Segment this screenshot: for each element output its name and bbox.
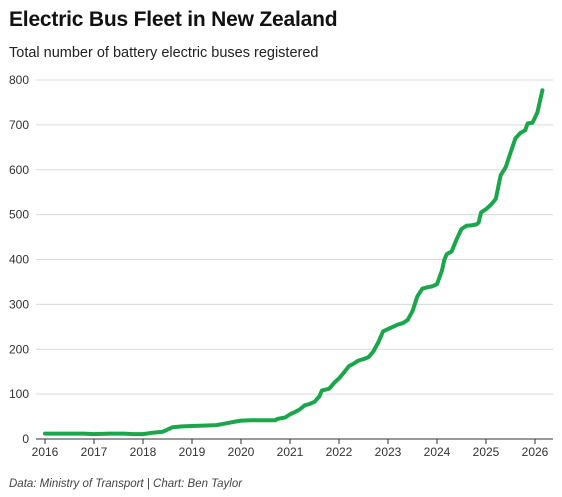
x-tick-label: 2023 <box>375 445 402 459</box>
chart-title: Electric Bus Fleet in New Zealand <box>9 8 338 31</box>
x-tick-label: 2017 <box>81 445 108 459</box>
series-line <box>43 88 545 437</box>
y-tick-label: 400 <box>9 253 29 267</box>
x-axis <box>36 438 553 444</box>
chart-source: Data: Ministry of Transport | Chart: Ben… <box>9 478 243 490</box>
series <box>43 88 545 437</box>
x-tick-label: 2019 <box>179 445 206 459</box>
x-tick-label: 2026 <box>522 445 549 459</box>
chart-subtitle: Total number of battery electric buses r… <box>9 45 319 61</box>
y-tick-label: 300 <box>9 297 29 311</box>
x-tick-label: 2024 <box>424 445 451 459</box>
x-tick-label: 2016 <box>32 445 59 459</box>
x-tick-label: 2025 <box>473 445 500 459</box>
y-tick-label: 700 <box>9 118 29 132</box>
y-tick-label: 200 <box>9 342 29 356</box>
y-tick-label: 100 <box>9 387 29 401</box>
y-axis-labels: 0 100 200 300 400 500 600 700 800 <box>9 73 29 446</box>
y-tick-label: 500 <box>9 208 29 222</box>
y-tick-label: 600 <box>9 163 29 177</box>
x-axis-labels: 2016 2017 2018 2019 2020 2021 2022 2023 2024 2025… <box>32 445 549 459</box>
gridlines <box>36 79 553 395</box>
y-tick-label: 800 <box>9 73 29 87</box>
y-tick-label: 0 <box>22 432 29 446</box>
x-tick-label: 2020 <box>228 445 255 459</box>
x-tick-label: 2022 <box>326 445 353 459</box>
x-tick-label: 2018 <box>130 445 157 459</box>
x-tick-label: 2021 <box>277 445 304 459</box>
